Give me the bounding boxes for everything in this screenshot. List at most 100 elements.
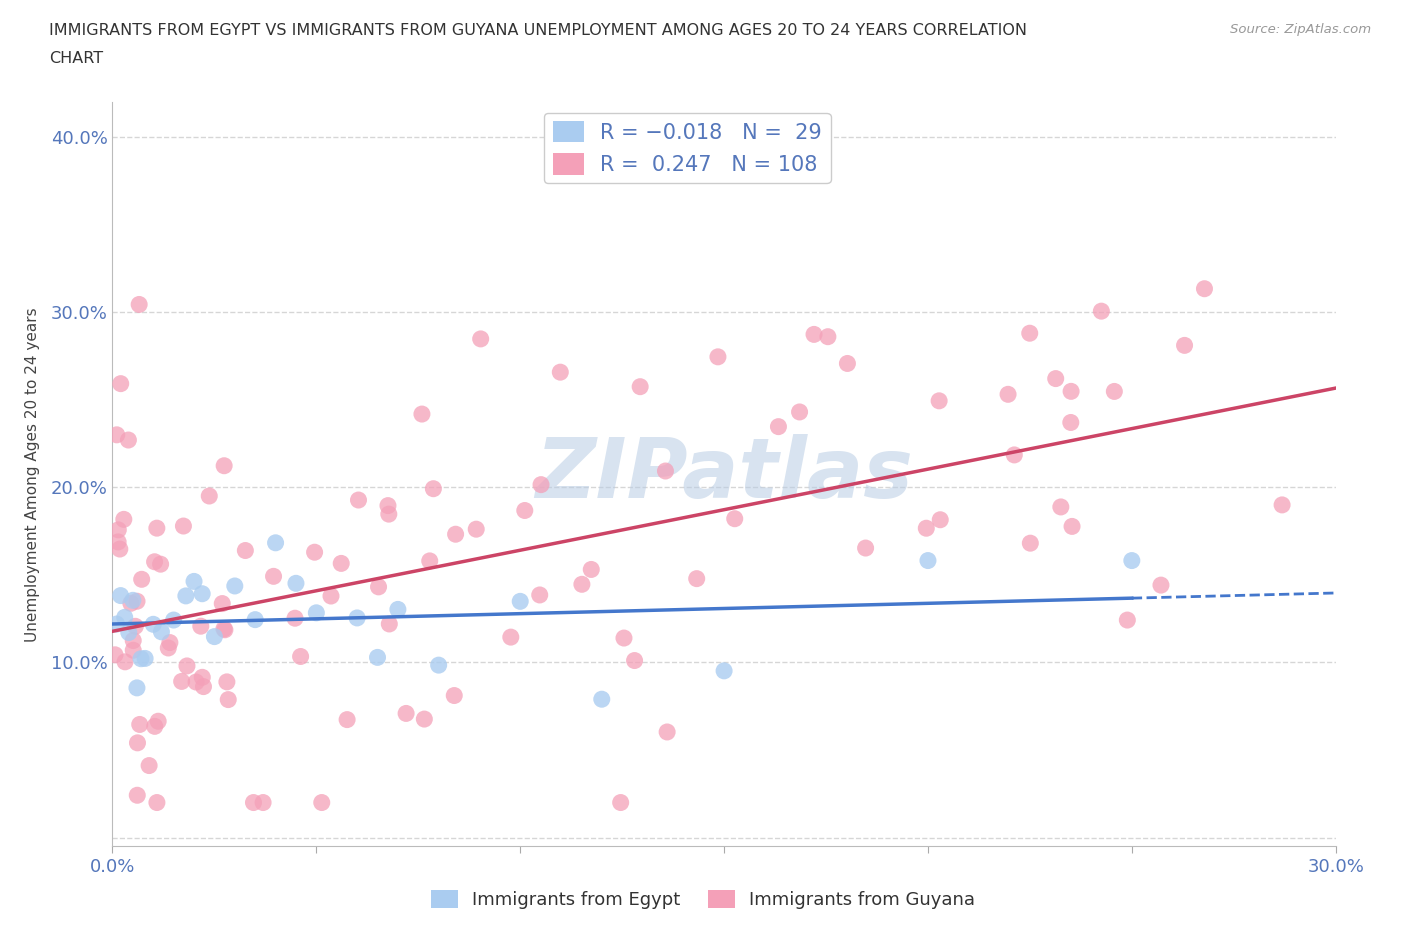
Point (215, 674, 238, 689)
Point (159, 635, 181, 650)
Point (290, 649, 312, 664)
Point (107, 523, 129, 538)
Point (305, 605, 328, 620)
Point (1121, 553, 1143, 568)
Point (917, 553, 939, 568)
Point (855, 540, 877, 555)
Point (105, 428, 128, 443)
Point (366, 650, 388, 665)
Text: ZIPatlas: ZIPatlas (536, 433, 912, 515)
Point (284, 576, 308, 591)
Point (1045, 371, 1067, 386)
Point (183, 574, 205, 589)
Point (245, 612, 267, 627)
Point (427, 658, 450, 672)
Point (110, 588, 132, 603)
Point (1104, 384, 1126, 399)
Point (131, 572, 153, 587)
Point (613, 631, 636, 645)
Legend: Immigrants from Egypt, Immigrants from Guyana: Immigrants from Egypt, Immigrants from G… (423, 883, 983, 916)
Point (419, 553, 441, 568)
Point (120, 596, 142, 611)
Legend: R = −0.018   N =  29, R =  0.247   N = 108: R = −0.018 N = 29, R = 0.247 N = 108 (544, 113, 831, 183)
Point (191, 586, 214, 601)
Point (146, 795, 169, 810)
Text: IMMIGRANTS FROM EGYPT VS IMMIGRANTS FROM GUYANA UNEMPLOYMENT AMONG AGES 20 TO 24: IMMIGRANTS FROM EGYPT VS IMMIGRANTS FROM… (49, 23, 1028, 38)
Point (138, 758, 160, 773)
Point (465, 522, 488, 537)
Point (1050, 499, 1073, 514)
Point (377, 498, 399, 513)
Point (623, 653, 645, 668)
Text: Source: ZipAtlas.com: Source: ZipAtlas.com (1230, 23, 1371, 36)
Point (655, 724, 678, 739)
Point (311, 795, 333, 810)
Point (395, 706, 418, 721)
Point (125, 681, 148, 696)
Point (190, 618, 212, 633)
Point (928, 393, 950, 408)
Point (143, 554, 166, 569)
Point (263, 569, 285, 584)
Point (724, 512, 747, 526)
Point (443, 688, 465, 703)
Point (1019, 536, 1042, 551)
Point (591, 692, 613, 707)
Text: CHART: CHART (49, 51, 103, 66)
Point (422, 481, 444, 496)
Point (929, 512, 952, 527)
Point (304, 545, 326, 560)
Point (367, 579, 389, 594)
Point (184, 674, 207, 689)
Point (252, 795, 274, 810)
Point (112, 512, 135, 526)
Point (550, 365, 572, 379)
Point (1116, 613, 1139, 628)
Point (1090, 304, 1112, 319)
Point (198, 488, 221, 503)
Point (193, 679, 215, 694)
Point (204, 630, 226, 644)
Point (1194, 281, 1216, 296)
Point (768, 419, 790, 434)
Point (211, 596, 233, 611)
Point (997, 387, 1019, 402)
Point (128, 297, 150, 312)
Point (122, 593, 145, 608)
Point (654, 463, 676, 478)
Point (212, 458, 235, 473)
Point (509, 594, 531, 609)
Point (530, 477, 553, 492)
Point (105, 617, 128, 631)
Point (108, 541, 131, 556)
Point (707, 350, 730, 365)
Point (170, 674, 193, 689)
Point (686, 571, 709, 586)
Point (122, 633, 145, 648)
Point (191, 670, 214, 684)
Point (330, 556, 353, 571)
Point (1018, 326, 1040, 340)
Point (628, 379, 651, 394)
Point (444, 526, 467, 541)
Point (242, 795, 264, 810)
Point (143, 719, 166, 734)
Point (1060, 415, 1083, 430)
Point (1271, 498, 1294, 512)
Point (1174, 338, 1197, 352)
Point (915, 521, 938, 536)
Point (146, 521, 169, 536)
Point (149, 557, 172, 572)
Point (127, 788, 149, 803)
Point (142, 617, 165, 631)
Point (837, 356, 859, 371)
Point (163, 613, 186, 628)
Point (1150, 578, 1173, 592)
Point (713, 663, 735, 678)
Point (499, 630, 522, 644)
Point (150, 624, 173, 639)
Point (117, 432, 139, 447)
Point (212, 621, 235, 636)
Point (378, 617, 401, 631)
Point (470, 331, 492, 346)
